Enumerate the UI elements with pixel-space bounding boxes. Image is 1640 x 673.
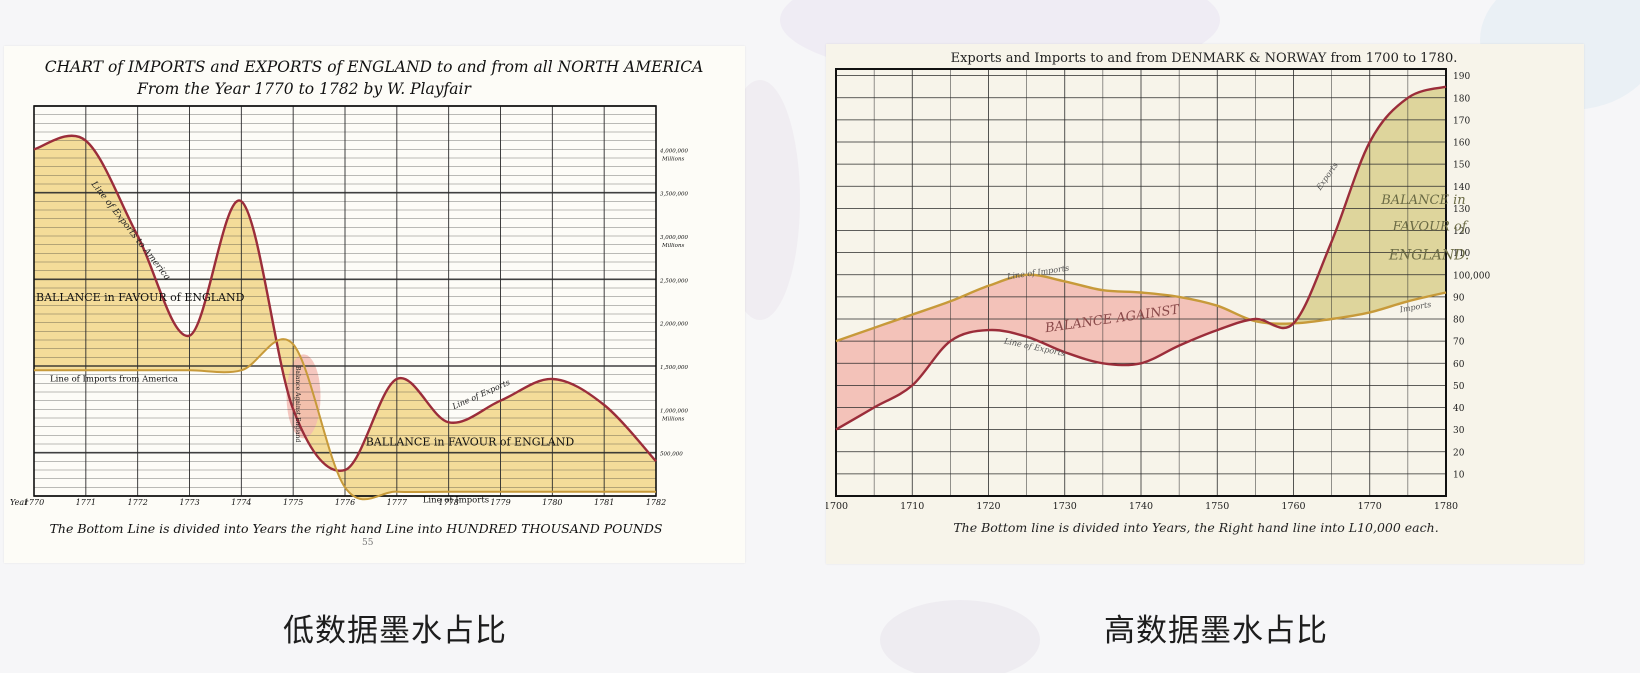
right-x-tick-label: 1760	[1281, 501, 1305, 512]
left-plot-frame	[33, 105, 657, 497]
left-x-tick-label: 1772	[127, 498, 147, 507]
left-right-scale-mark: 2,500,000	[659, 278, 688, 284]
left-right-scale-mark: 3,000,000	[660, 235, 688, 241]
left-right-scale-word: Millions	[661, 156, 685, 162]
right-annotation-favour-3: ENGLAND.	[1388, 247, 1470, 263]
caption-high-data-ink: 高数据墨水占比	[1104, 613, 1328, 649]
right-plot-area: 10 20 30 40 50 60 70 80 90 100,000 110 120 130 140 150…	[824, 68, 1490, 512]
left-x-tick-label: 1778	[438, 498, 458, 507]
left-annotation-imports: Line of Imports from America	[50, 375, 178, 385]
right-y-tick-label: 100,000	[1453, 271, 1490, 281]
right-y-tick-label: 170	[1453, 116, 1470, 126]
right-balance-against-fill	[836, 274, 1256, 430]
left-annotation-balance-against: Balance Against England	[294, 366, 301, 443]
left-x-tick-label: 1770	[24, 498, 44, 507]
left-right-scale-mark: 4,000,000	[659, 148, 688, 154]
left-right-scale-mark: 500,000	[660, 452, 683, 458]
right-y-tick-label: 150	[1453, 161, 1470, 171]
right-y-tick-label: 50	[1453, 382, 1465, 392]
right-x-tick-label: 1730	[1053, 501, 1077, 512]
right-annotation-favour-2: FAVOUR of	[1392, 220, 1469, 235]
right-x-tick-label: 1740	[1129, 501, 1153, 512]
left-x-tick-label: 1777	[387, 498, 408, 507]
right-y-tick-label: 70	[1453, 338, 1465, 348]
right-y-tick-label: 130	[1453, 205, 1470, 215]
left-right-scale-word: Millions	[661, 416, 685, 422]
right-x-tick-label: 1700	[826, 501, 848, 512]
right-x-tick-label: 1780	[1434, 501, 1458, 512]
right-chart-footer: The Bottom line is divided into Years, t…	[953, 520, 1438, 535]
left-x-tick-label: 1771	[76, 498, 96, 507]
left-x-tick-label: 1774	[231, 498, 251, 507]
left-annotation-imports-2: Line of Imports	[423, 495, 489, 505]
left-balance-against-fill	[286, 354, 321, 439]
left-year-word: Year	[10, 498, 29, 507]
right-y-tick-label: 90	[1453, 293, 1465, 303]
right-y-tick-label: 10	[1453, 470, 1465, 480]
left-right-scale-mark: 3,500,000	[660, 192, 688, 198]
left-x-tick-label: 1779	[490, 498, 510, 507]
left-imports-line	[34, 338, 656, 501]
left-annotation-balance-top: BALLANCE in FAVOUR of ENGLAND	[36, 291, 245, 304]
right-y-tick-label: 140	[1453, 183, 1470, 193]
playfair-north-america-chart: CHART of IMPORTS and EXPORTS of ENGLAND …	[10, 58, 704, 548]
right-annotation-favour-1: BALANCE in	[1380, 193, 1465, 208]
right-y-tick-label: 80	[1453, 316, 1465, 326]
right-plot-frame	[835, 68, 1447, 497]
left-exports-line	[33, 134, 657, 472]
left-x-tick-label: 1782	[646, 498, 666, 507]
left-x-tick-label: 1780	[542, 498, 562, 507]
right-y-tick-label: 160	[1453, 139, 1470, 149]
left-x-tick-label: 1773	[179, 498, 199, 507]
right-y-tick-label: 180	[1453, 94, 1470, 104]
left-chart-title-line2: From the Year 1770 to 1782 by W. Playfai…	[136, 80, 472, 98]
low-data-ink-chart-panel: CHART of IMPORTS and EXPORTS of ENGLAND …	[4, 46, 745, 563]
right-y-tick-label: 40	[1453, 404, 1465, 414]
right-y-tick-label: 30	[1453, 426, 1465, 436]
right-y-tick-label: 120	[1453, 227, 1470, 237]
left-page-number: 55	[362, 538, 374, 548]
right-y-tick-label: 20	[1453, 448, 1465, 458]
left-x-tick-label: 1775	[283, 498, 303, 507]
left-x-tick-label: 1781	[594, 498, 614, 507]
left-right-scale-mark: 2,000,000	[659, 322, 688, 328]
playfair-denmark-norway-chart: Exports and Imports to and from DENMARK …	[824, 51, 1491, 535]
caption-low-data-ink: 低数据墨水占比	[283, 613, 507, 649]
right-balance-favour-fill	[1255, 86, 1446, 329]
left-plot-area: 1770 1771 1772 1773 1774 1775 1776 1777 1778 1779…	[24, 105, 688, 507]
right-x-tick-label: 1710	[900, 501, 924, 512]
right-x-tick-label: 1750	[1205, 501, 1229, 512]
right-annotation-exports: Exports	[1314, 161, 1340, 193]
left-right-scale-word: Millions	[661, 243, 685, 249]
right-chart-title: Exports and Imports to and from DENMARK …	[951, 51, 1458, 66]
high-data-ink-chart-panel: Exports and Imports to and from DENMARK …	[824, 44, 1584, 564]
left-annotation-balance-bottom: BALLANCE in FAVOUR of ENGLAND	[366, 436, 575, 449]
right-x-tick-label: 1770	[1358, 501, 1382, 512]
left-chart-footer: The Bottom Line is divided into Years th…	[50, 521, 663, 536]
left-x-tick-label: 1776	[335, 498, 355, 507]
left-right-scale-mark: 1,000,000	[660, 408, 688, 414]
right-y-tick-label: 110	[1453, 249, 1470, 259]
left-right-scale-mark: 1,500,000	[660, 365, 688, 371]
right-imports-line	[835, 273, 1447, 343]
right-y-tick-label: 60	[1453, 360, 1465, 370]
right-y-tick-label: 190	[1453, 72, 1470, 82]
left-chart-title-line1: CHART of IMPORTS and EXPORTS of ENGLAND …	[45, 58, 704, 76]
right-x-tick-label: 1720	[976, 501, 1000, 512]
right-exports-line	[835, 85, 1447, 431]
